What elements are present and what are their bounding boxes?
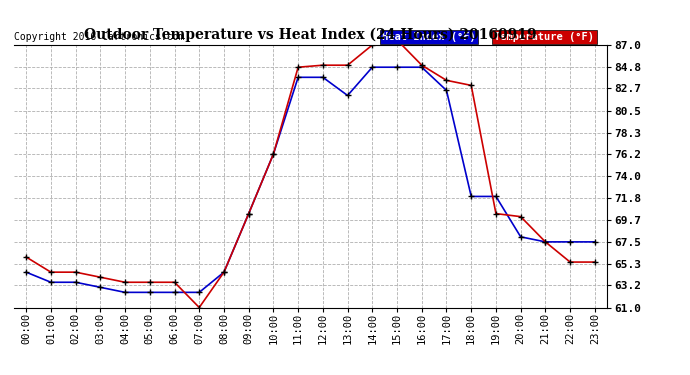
- Title: Outdoor Temperature vs Heat Index (24 Hours) 20160919: Outdoor Temperature vs Heat Index (24 Ho…: [84, 28, 537, 42]
- Text: Heat Index (°F): Heat Index (°F): [382, 32, 475, 42]
- Text: Temperature (°F): Temperature (°F): [495, 32, 595, 42]
- Text: Copyright 2016 Cartronics.com: Copyright 2016 Cartronics.com: [14, 32, 184, 42]
